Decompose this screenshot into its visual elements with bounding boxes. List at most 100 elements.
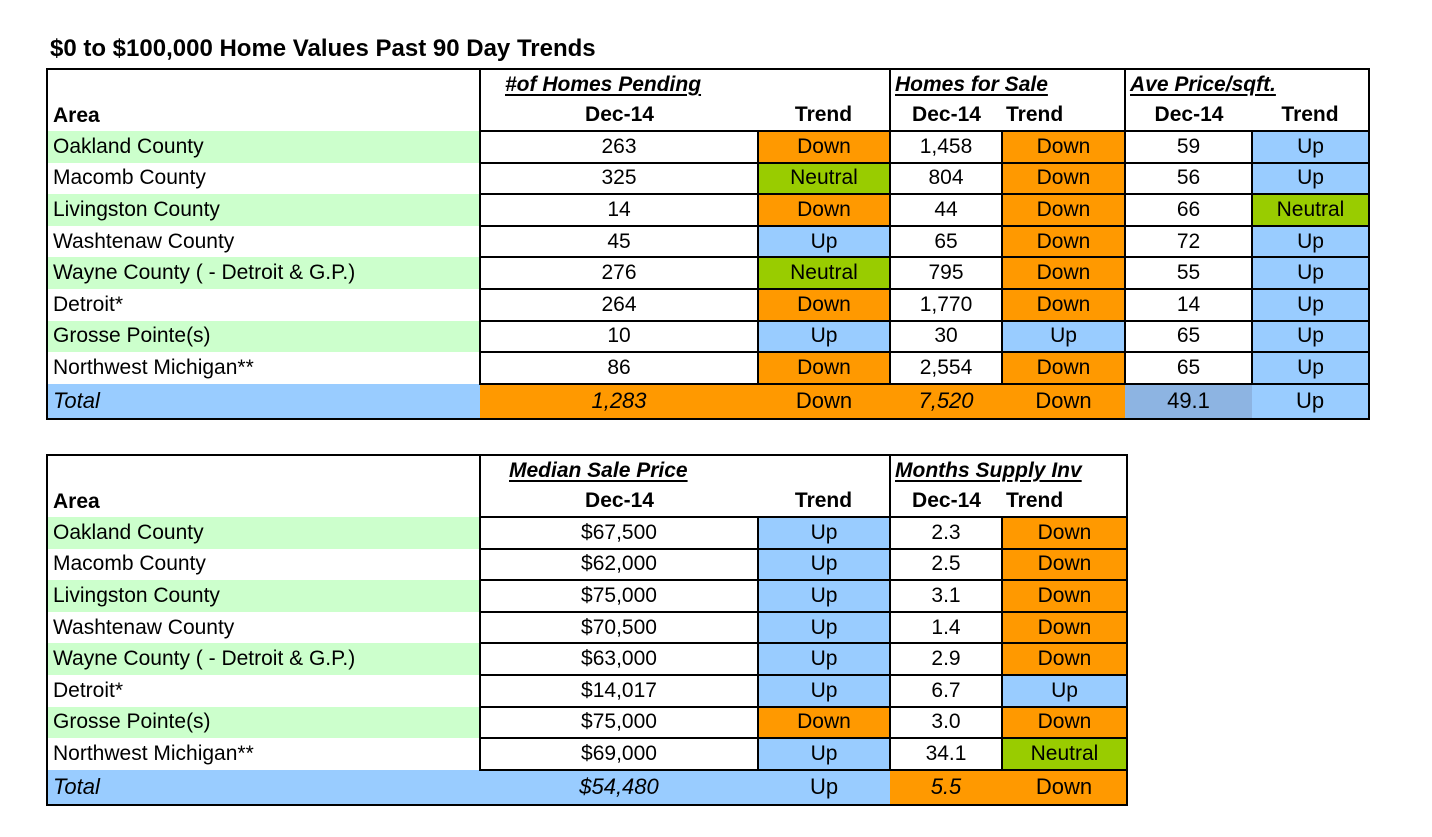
- pending-cell: 263: [479, 130, 759, 164]
- price-cell: 65: [1124, 319, 1253, 354]
- median-cell: $14,017: [479, 673, 759, 708]
- price-cell: 72: [1124, 224, 1253, 259]
- price-trend-cell: Up: [1251, 319, 1370, 354]
- total-sale-trend: Down: [1002, 383, 1125, 419]
- area-cell: Grosse Pointe(s): [47, 706, 480, 739]
- supply-trend-cell: Down: [1001, 610, 1128, 645]
- area-cell: Detroit*: [53, 678, 124, 702]
- pending-cell: 10: [479, 319, 759, 354]
- area-cell: Wayne County ( - Detroit & G.P.): [47, 257, 480, 289]
- table-row: Wayne County ( - Detroit & G.P.) 276 Neutr…: [47, 256, 1370, 290]
- for-sale-cell: 795: [889, 256, 1003, 290]
- supply-trend-cell: Down: [1001, 516, 1128, 550]
- group-header-for-sale: Homes for Sale: [895, 73, 1048, 96]
- supply-cell: 2.5: [889, 547, 1003, 582]
- for-sale-cell: 804: [889, 161, 1003, 196]
- median-supply-table: Median Sale Price Months Supply Inv Area…: [46, 454, 1128, 806]
- supply-trend-cell: Down: [1001, 642, 1128, 676]
- sale-trend-cell: Down: [1001, 256, 1126, 290]
- table-row: Livingston County $75,000 Up 3.1 Down: [47, 579, 1128, 613]
- total-row: Total $54,480 Up 5.5 Down: [47, 769, 1127, 805]
- group-header-pending: #of Homes Pending: [505, 73, 702, 96]
- column-header-area: Area: [53, 489, 100, 513]
- pending-sale-price-table: #of Homes Pending Homes for Sale Ave Pri…: [46, 68, 1370, 420]
- median-trend-cell: Down: [757, 705, 891, 740]
- median-trend-cell: Up: [757, 579, 891, 613]
- median-trend-cell: Up: [757, 737, 891, 771]
- area-cell: Macomb County: [53, 552, 206, 576]
- supply-trend-cell: Neutral: [1001, 737, 1128, 771]
- pending-trend-cell: Down: [757, 130, 891, 164]
- total-median-trend: Up: [758, 769, 890, 805]
- pending-trend-cell: Neutral: [757, 161, 891, 196]
- table-row: Macomb County 325 Neutral 804 Down 56 Up: [47, 161, 1370, 196]
- pending-cell: 14: [479, 193, 759, 227]
- total-pending: 1,283: [480, 383, 758, 419]
- page-title: $0 to $100,000 Home Values Past 90 Day T…: [50, 35, 596, 62]
- median-cell: $69,000: [479, 737, 759, 771]
- area-cell: Washtenaw County: [53, 615, 235, 639]
- median-trend-cell: Up: [757, 516, 891, 550]
- price-trend-cell: Up: [1251, 351, 1370, 385]
- table-row: Northwest Michigan** $69,000 Up 34.1 Neutral: [47, 737, 1128, 771]
- sale-trend-cell: Down: [1001, 130, 1126, 164]
- price-trend-cell: Up: [1251, 224, 1370, 259]
- supply-cell: 2.3: [889, 516, 1003, 550]
- total-label: Total: [47, 769, 480, 805]
- total-pending-trend: Down: [758, 383, 890, 419]
- price-trend-cell: Up: [1251, 256, 1370, 290]
- sale-trend-cell: Down: [1001, 193, 1126, 227]
- price-trend-cell: Up: [1251, 287, 1370, 322]
- price-cell: 59: [1124, 130, 1253, 164]
- pending-cell: 325: [479, 161, 759, 196]
- for-sale-cell: 44: [889, 193, 1003, 227]
- table-row: Macomb County $62,000 Up 2.5 Down: [47, 547, 1128, 582]
- price-cell: 14: [1124, 287, 1253, 322]
- area-cell: Oakland County: [47, 517, 480, 549]
- column-header-median-trend: Trend: [794, 489, 853, 512]
- group-header-pending-cell: #of Homes Pending: [479, 69, 890, 100]
- group-header-median: Median Sale Price: [509, 459, 688, 482]
- price-cell: 65: [1124, 351, 1253, 385]
- supply-trend-cell: Down: [1001, 579, 1128, 613]
- pending-trend-cell: Neutral: [757, 256, 891, 290]
- table-row: Detroit* $14,017 Up 6.7 Up: [47, 673, 1128, 708]
- group-header-row: Median Sale Price Months Supply Inv: [47, 455, 1127, 486]
- column-header-row: Area Dec-14 Trend Dec-14 Trend: [47, 486, 1127, 517]
- column-header-sale-trend: Trend: [1006, 103, 1064, 126]
- total-median: $54,480: [480, 769, 758, 805]
- area-cell: Washtenaw County: [53, 229, 235, 253]
- price-cell: 56: [1124, 161, 1253, 196]
- median-cell: $75,000: [479, 705, 759, 740]
- for-sale-cell: 1,770: [889, 287, 1003, 322]
- group-header-supply: Months Supply Inv: [895, 459, 1082, 482]
- area-cell: Wayne County ( - Detroit & G.P.): [47, 643, 480, 675]
- for-sale-cell: 30: [889, 319, 1003, 354]
- price-trend-cell: Up: [1251, 161, 1370, 196]
- pending-cell: 86: [479, 351, 759, 385]
- supply-trend-cell: Down: [1001, 705, 1128, 740]
- column-header-sale-month: Dec-14: [889, 100, 1002, 131]
- column-header-supply-trend: Trend: [1006, 489, 1064, 512]
- price-cell: 66: [1124, 193, 1253, 227]
- median-cell: $62,000: [479, 547, 759, 582]
- pending-trend-cell: Down: [757, 351, 891, 385]
- column-header-row: Area Dec-14 Trend Dec-14 Trend Dec-14 Tr…: [47, 100, 1369, 131]
- column-header-price-trend: Trend: [1281, 103, 1339, 126]
- sale-trend-cell: Down: [1001, 161, 1126, 196]
- area-cell: Livingston County: [47, 580, 480, 612]
- supply-cell: 34.1: [889, 737, 1003, 771]
- median-cell: $70,500: [479, 610, 759, 645]
- supply-trend-cell: Down: [1001, 547, 1128, 582]
- sale-trend-cell: Up: [1001, 319, 1126, 354]
- table-row: Wayne County ( - Detroit & G.P.) $63,000 U…: [47, 642, 1128, 676]
- sale-trend-cell: Down: [1001, 224, 1126, 259]
- group-header-supply-cell: Months Supply Inv: [889, 455, 1127, 486]
- group-header-row: #of Homes Pending Homes for Sale Ave Pri…: [47, 69, 1369, 100]
- supply-cell: 2.9: [889, 642, 1003, 676]
- pending-cell: 45: [479, 224, 759, 259]
- median-cell: $63,000: [479, 642, 759, 676]
- price-trend-cell: Neutral: [1251, 193, 1370, 227]
- table-row: Washtenaw County $70,500 Up 1.4 Down: [47, 610, 1128, 645]
- group-header-median-cell: Median Sale Price: [479, 455, 890, 486]
